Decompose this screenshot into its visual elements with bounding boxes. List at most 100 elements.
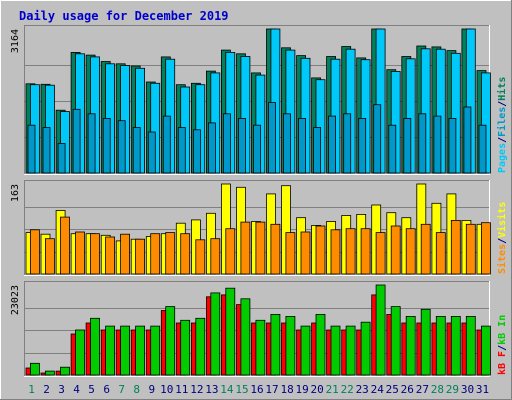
day-label: 19 — [295, 383, 308, 396]
bar-sites — [315, 225, 326, 275]
legend-entry: / — [497, 345, 508, 351]
legend-entry: Sites — [496, 244, 508, 274]
bar-sites — [450, 219, 461, 275]
bar-sites — [75, 231, 85, 275]
bar-sites — [225, 228, 236, 275]
day-label: 4 — [73, 383, 80, 396]
bar-kb_in — [465, 315, 476, 376]
day-label: 29 — [446, 383, 459, 396]
bar-kb_in — [375, 284, 386, 376]
bar-sites — [480, 222, 491, 275]
legend-entry: / — [497, 101, 508, 107]
bar-pages — [117, 120, 126, 174]
bar-sites — [195, 239, 206, 275]
bar-sites — [375, 232, 386, 275]
bar-sites — [105, 236, 115, 275]
day-label: 31 — [476, 383, 489, 396]
bar-sites — [29, 229, 40, 275]
day-label: 7 — [118, 383, 125, 396]
bar-sites — [210, 238, 221, 275]
bar-kb_in — [29, 362, 40, 376]
day-label: 22 — [341, 383, 354, 396]
day-label: 28 — [431, 383, 444, 396]
axis-max-label: 163 — [10, 184, 21, 202]
bars — [25, 284, 491, 376]
bar-sites — [180, 233, 191, 275]
day-label: 23 — [356, 383, 369, 396]
day-label: 8 — [133, 383, 140, 396]
bar-pages — [433, 115, 442, 174]
bar-kb_in — [180, 319, 191, 376]
bar-sites — [300, 231, 311, 275]
day-label: 15 — [235, 383, 248, 396]
day-label: 24 — [371, 383, 385, 396]
axis-max-label: 23023 — [10, 285, 21, 315]
bar-sites — [330, 229, 341, 275]
day-label: 14 — [220, 383, 234, 396]
day-label: 9 — [148, 383, 155, 396]
bar-sites — [150, 233, 161, 275]
day-labels: 1 2 3 4 5 6 7 8 9 10 11 12 13 14 15 16 17 18 19 20 21 22 23 24 2… — [28, 383, 489, 396]
bar-pages — [72, 108, 81, 174]
bar-kb_in — [120, 325, 130, 376]
bar-sites — [435, 232, 446, 275]
bar-pages — [42, 127, 51, 174]
bar-sites — [255, 221, 266, 275]
bar-kb_in — [405, 315, 416, 376]
day-label: 20 — [310, 383, 323, 396]
day-label: 18 — [280, 383, 293, 396]
bar-kb_in — [315, 313, 326, 376]
bar-pages — [283, 113, 291, 174]
bars — [25, 28, 491, 174]
bar-kb_in — [435, 315, 446, 376]
day-label: 12 — [190, 383, 203, 396]
legend-entry: Files — [496, 107, 508, 137]
bar-sites — [390, 225, 401, 275]
panel-legend: Sites/Visits — [496, 202, 508, 274]
bar-kb_in — [210, 292, 221, 376]
bar-pages — [448, 118, 457, 174]
bar-pages — [87, 113, 96, 174]
bar-kb_in — [270, 313, 281, 376]
bar-kb_in — [480, 325, 491, 376]
bar-pages — [27, 124, 36, 174]
bar-pages — [268, 102, 276, 174]
bar-kb_in — [135, 325, 146, 376]
bar-kb_in — [360, 321, 371, 376]
bar-kb_in — [390, 306, 401, 376]
day-label: 30 — [461, 383, 474, 396]
bar-kb_in — [300, 325, 311, 376]
day-label: 5 — [88, 383, 95, 396]
bar-pages — [403, 118, 412, 174]
bar-pages — [343, 113, 352, 174]
bar-sites — [90, 233, 100, 275]
bar-pages — [388, 124, 397, 174]
bar-kb_in — [105, 325, 115, 376]
legend-entry: Hits — [496, 77, 508, 101]
bar-sites — [165, 232, 176, 275]
bar-pages — [192, 129, 201, 174]
bar-pages — [298, 118, 307, 174]
panel-visits-sites: 163 Sites/Visits — [10, 180, 508, 276]
legend-entry: / — [497, 238, 508, 244]
bar-sites — [240, 221, 251, 275]
bar-kb_in — [240, 298, 251, 376]
day-label: 27 — [416, 383, 429, 396]
bar-sites — [270, 223, 281, 275]
bar-sites — [405, 228, 416, 275]
chart-title: Daily usage for December 2019 — [19, 9, 229, 23]
bars — [25, 183, 491, 275]
day-label: 11 — [175, 383, 188, 396]
bar-sites — [420, 223, 431, 275]
bar-pages — [147, 131, 156, 174]
day-label: 10 — [160, 383, 173, 396]
bar-pages — [57, 142, 66, 174]
axis-max-label: 3164 — [10, 29, 21, 53]
bar-sites — [45, 238, 55, 275]
bar-sites — [120, 233, 130, 275]
bar-pages — [373, 104, 382, 174]
bar-sites — [465, 223, 476, 275]
